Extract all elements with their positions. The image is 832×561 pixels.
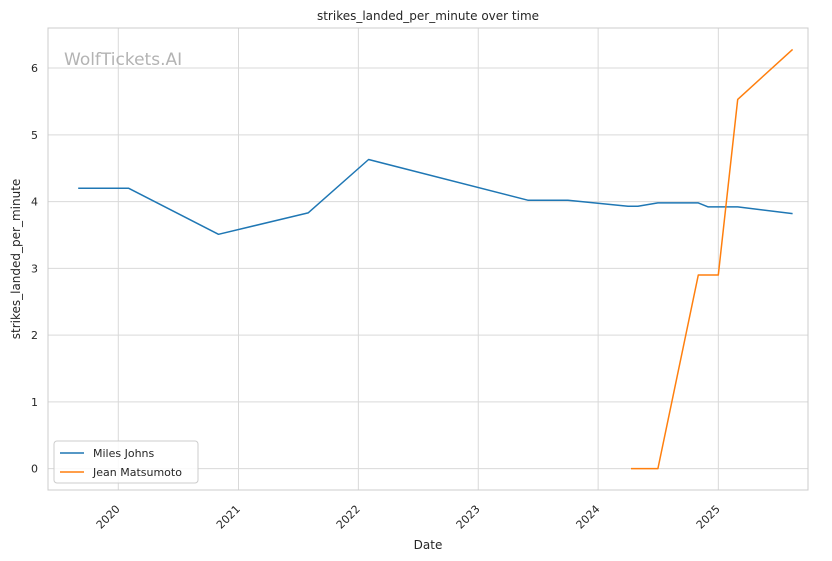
grid-lines [48, 28, 808, 490]
series-line-1 [631, 48, 794, 470]
chart-title: strikes_landed_per_minute over time [317, 9, 539, 23]
plot-frame [47, 27, 809, 491]
series-lines [78, 48, 794, 470]
legend-entry-jean-matsumoto: Jean Matsumoto [92, 466, 182, 479]
y-axis-label: strikes_landed_per_minute [9, 179, 23, 340]
y-tick-label: 5 [31, 129, 38, 142]
y-tick-label: 6 [31, 62, 38, 75]
series-line-0 [78, 158, 793, 236]
legend-entry-miles-johns: Miles Johns [93, 447, 155, 460]
y-tick-label: 1 [31, 396, 38, 409]
legend: Miles Johns Jean Matsumoto [53, 440, 199, 484]
y-tick-label: 3 [31, 262, 38, 275]
y-tick-label: 0 [31, 463, 38, 476]
x-axis-label: Date [414, 538, 443, 552]
y-tick-label: 2 [31, 329, 38, 342]
legend-box [53, 440, 199, 484]
watermark-text: WolfTickets.AI [64, 50, 182, 70]
y-tick-label: 4 [31, 196, 38, 209]
